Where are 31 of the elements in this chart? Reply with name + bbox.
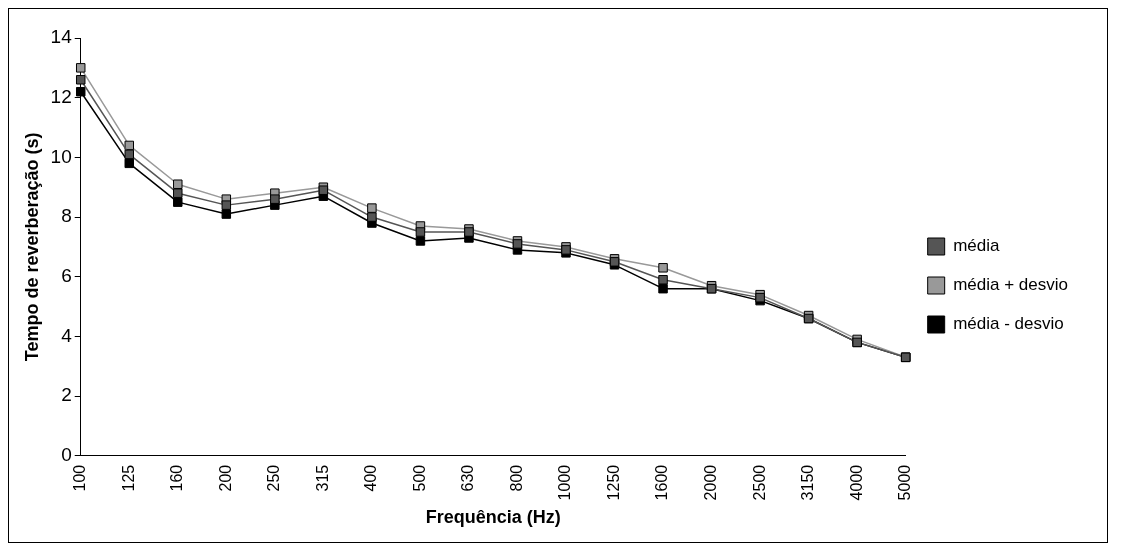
x-tick-label: 250 [265,464,283,492]
x-tick-label: 5000 [896,464,914,501]
x-tick-label: 2500 [750,464,768,501]
y-tick-label: 0 [61,444,72,466]
x-tick-label: 500 [410,464,428,492]
x-tick-label: 630 [459,464,477,492]
x-tick-label: 100 [71,464,89,492]
x-tick-label: 2000 [701,464,719,501]
y-tick-label: 12 [50,85,72,107]
x-tick-label: 1000 [556,464,574,501]
x-tick-label: 200 [216,464,234,492]
x-tick-label: 3150 [799,464,817,501]
x-tick-label: 1600 [653,464,671,501]
x-tick-label: 800 [507,464,525,492]
x-tick-label: 400 [362,464,380,492]
y-tick-label: 6 [61,264,72,286]
x-tick-label: 315 [313,464,331,492]
y-tick-label: 14 [50,26,73,48]
x-axis-title: Frequência (Hz) [425,507,561,528]
y-tick-label: 10 [50,145,72,167]
y-axis-title: Tempo de reverberação (s) [21,132,42,362]
legend-label: média + desvio [953,275,1069,295]
legend-label: média - desvio [953,314,1064,334]
y-tick-label: 2 [61,384,72,406]
x-tick-label: 4000 [847,464,865,501]
y-tick-label: 4 [61,324,73,346]
x-tick-label: 125 [119,464,137,492]
legend-label: média [953,236,1001,256]
y-tick-label: 8 [61,205,72,227]
x-tick-label: 1250 [604,464,622,501]
x-tick-label: 160 [168,464,186,492]
